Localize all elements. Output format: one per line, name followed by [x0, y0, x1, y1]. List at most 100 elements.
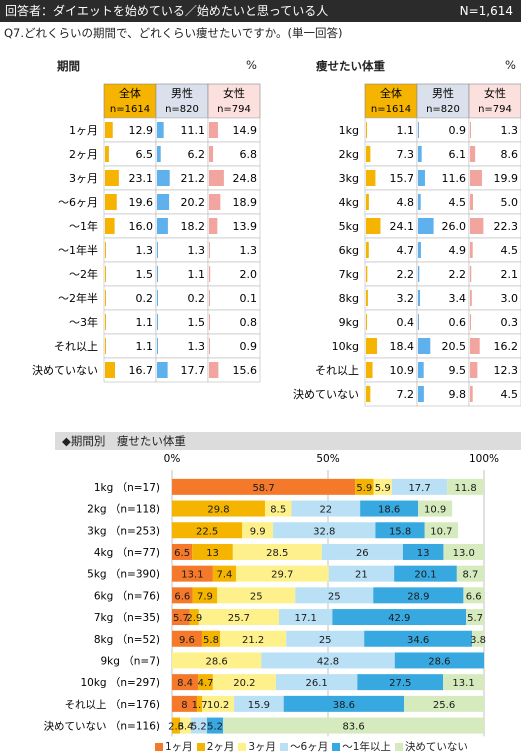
table-cell [364, 357, 418, 383]
table-cell [103, 261, 157, 287]
table-cell [416, 117, 470, 143]
period-table-unit: % [246, 58, 257, 72]
table-cell [468, 237, 521, 263]
legend-swatch [155, 743, 163, 751]
data-label: 3.4 [177, 722, 193, 733]
legend-item: 1ヶ月 [155, 739, 193, 754]
table-cell-value: 12.9 [129, 124, 154, 137]
header-bar: 回答者：ダイエットを始めている／始めたいと思っている人 N=1,614 [0, 0, 521, 22]
table-header-n: n=820 [165, 104, 199, 115]
data-label: 15.9 [248, 700, 270, 711]
table-cell-bar [418, 170, 425, 186]
table-cell [364, 165, 418, 191]
table-header-cell [155, 83, 209, 119]
bar-segment [472, 630, 484, 647]
table-cell-bar [209, 242, 210, 258]
legend-swatch [238, 743, 247, 751]
x-tick-label: 0% [164, 453, 181, 465]
data-label: 25.6 [433, 700, 455, 711]
data-label: 10.7 [430, 526, 452, 537]
table-cell-bar [105, 290, 106, 306]
table-cell-bar [366, 362, 373, 378]
data-label: 42.9 [388, 613, 410, 624]
data-label: 10.2 [207, 700, 229, 711]
table-row-label: ～2年半 [58, 291, 98, 305]
table-cell-value: 0.2 [136, 292, 154, 305]
table-cell-value: 6.8 [240, 148, 258, 161]
bar-segment [418, 500, 453, 517]
table-cell-bar [157, 122, 164, 138]
data-label: 13 [206, 548, 219, 559]
table-cell-value: 2.2 [397, 268, 415, 281]
table-cell [207, 285, 261, 311]
table-cell-value: 0.6 [449, 316, 467, 329]
table-cell-value: 12.3 [494, 364, 519, 377]
bar-segment [235, 565, 329, 582]
data-label: 20.2 [233, 678, 255, 689]
table-header-name: 男性 [432, 86, 454, 100]
table-cell-bar [418, 122, 419, 138]
table-cell-bar [366, 146, 371, 162]
bar-segment [190, 717, 207, 734]
data-label: 22 [319, 505, 332, 516]
bar-segment [391, 478, 448, 495]
category-label: 2kg （n=118) [87, 504, 160, 516]
data-label: 8.4 [177, 678, 193, 689]
table-cell [364, 261, 418, 287]
table-cell-value: 18.4 [390, 340, 415, 353]
table-cell-value: 15.7 [390, 172, 415, 185]
bar-segment [198, 609, 280, 626]
table-cell-value: 13.9 [233, 220, 258, 233]
category-label: 3kg （n=253) [87, 525, 160, 537]
table-cell-value: 8.6 [501, 148, 519, 161]
category-label: 1kg （n=17) [94, 482, 160, 494]
table-cell-bar [418, 146, 422, 162]
bar-segment [373, 587, 464, 604]
data-label: 8 [181, 700, 187, 711]
table-cell [416, 261, 470, 287]
bar-segment [332, 609, 467, 626]
data-label: 29.8 [207, 505, 229, 516]
bar-segment [196, 695, 203, 712]
bar-segment [264, 500, 292, 517]
table-cell-value: 1.5 [188, 316, 206, 329]
table-cell [155, 237, 209, 263]
table-cell-value: 15.6 [233, 364, 258, 377]
bar-segment [275, 674, 358, 691]
data-label: 7.9 [197, 591, 213, 602]
data-label: 27.5 [389, 678, 411, 689]
table-row-label: ～3年 [69, 315, 98, 329]
table-header-cell [207, 83, 261, 119]
legend-item: 決めていない [394, 739, 468, 754]
bar-segment [355, 478, 374, 495]
table-cell-bar [209, 146, 214, 162]
table-cell-bar [105, 146, 109, 162]
table-cell-value: 1.3 [188, 340, 206, 353]
bar-segment [172, 695, 197, 712]
table-cell-bar [470, 122, 471, 138]
table-row-label: ～6ヶ月 [58, 196, 98, 209]
stacked-section-title: ◆期間別 痩せたい体重 [62, 434, 186, 448]
table-row-label: 8kg [339, 292, 359, 305]
table-cell [364, 285, 418, 311]
category-label: それ以上 （n=176) [65, 699, 160, 711]
table-cell-value: 1.1 [136, 316, 154, 329]
data-label: 5.2 [191, 722, 207, 733]
data-label: 25 [250, 591, 263, 602]
table-cell [155, 189, 209, 215]
table-cell-bar [366, 170, 376, 186]
bar-segment [375, 522, 425, 539]
table-cell-value: 26.0 [442, 220, 467, 233]
bar-segment [232, 543, 322, 560]
table-cell [103, 165, 157, 191]
table-cell [155, 309, 209, 335]
legend-swatch [196, 743, 205, 751]
data-label: 17.1 [295, 613, 317, 624]
table-cell-bar [470, 266, 472, 282]
table-cell-bar [209, 170, 224, 186]
category-label: 9kg （n=7) [101, 655, 161, 667]
data-label: 5.9 [356, 483, 372, 494]
data-label: 13.1 [181, 570, 203, 581]
table-cell-value: 3.2 [397, 292, 415, 305]
table-cell [468, 189, 521, 215]
